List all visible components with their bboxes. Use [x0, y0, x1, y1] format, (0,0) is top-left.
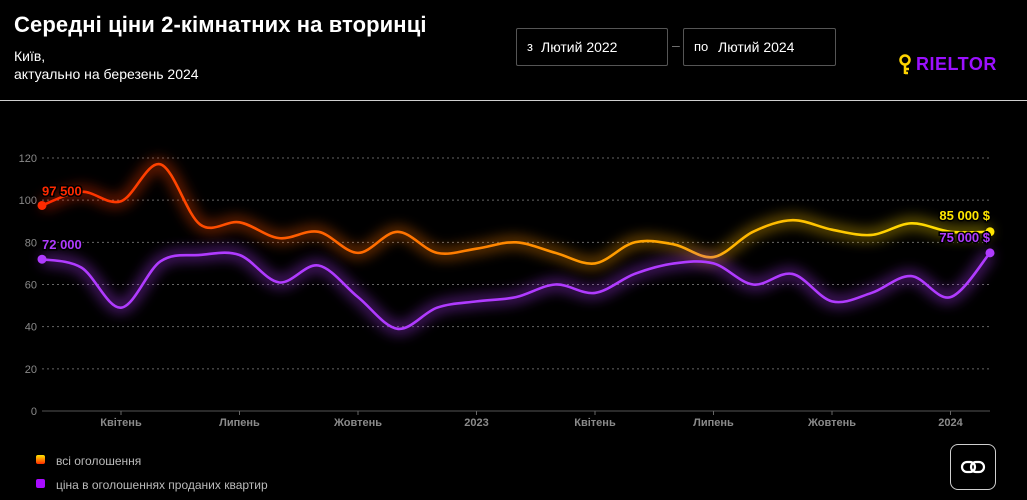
series-end-point	[985, 248, 995, 258]
series-start-label: 72 000	[42, 237, 82, 252]
x-tick-label: Жовтень	[807, 417, 856, 429]
date-to-select[interactable]: по Лютий 2024	[683, 28, 836, 66]
legend-swatch-all	[36, 455, 45, 464]
x-tick-label: Квітень	[574, 417, 616, 429]
date-from-value: Лютий 2022	[541, 39, 618, 55]
series-glow-1	[41, 248, 994, 334]
legend-label-all: всі оголошення	[56, 454, 142, 468]
x-tick-label: Липень	[693, 417, 734, 429]
series-end-label: 75 000 $	[939, 230, 990, 245]
series-start-point	[37, 200, 47, 210]
series-end-point	[985, 227, 995, 237]
y-tick-label: 20	[25, 364, 37, 376]
date-from-prefix: з	[527, 39, 533, 54]
y-tick-label: 60	[25, 280, 37, 292]
legend-swatch-sold	[36, 479, 45, 488]
series-start-point	[37, 254, 47, 264]
legend-label-sold: ціна в оголошеннях проданих квартир	[56, 478, 268, 492]
series-layer	[37, 159, 995, 334]
series-line-all	[41, 163, 991, 265]
y-tick-label: 80	[25, 237, 37, 249]
x-tick-label: Липень	[219, 417, 260, 429]
date-to-value: Лютий 2024	[718, 39, 795, 55]
share-link-button[interactable]	[950, 444, 996, 490]
link-icon	[960, 460, 986, 474]
axis-layer: 0 20 40 60 80 100 120 Квітень Липень Жовтень 2023 К…	[19, 153, 990, 429]
y-tick-label: 0	[31, 406, 37, 418]
date-from-select[interactable]: з Лютий 2022	[516, 28, 668, 66]
header-divider	[0, 100, 1027, 101]
x-tick-label: Квітень	[100, 417, 142, 429]
subtitle-city: Київ,	[14, 48, 46, 64]
chart-title: Середні ціни 2-кімнатних на вторинці	[14, 12, 427, 37]
date-to-prefix: по	[694, 39, 709, 54]
series-glow-0	[40, 159, 991, 269]
logo-text: RIELTOR	[916, 54, 997, 74]
label-layer: 97 500 85 000 $ 72 000 75 000 $	[41, 182, 993, 254]
subtitle-date: актуально на березень 2024	[14, 66, 199, 82]
series-start-label: 97 500	[42, 183, 82, 198]
y-tick-label: 40	[25, 322, 37, 334]
y-tick-label: 120	[19, 153, 37, 165]
x-tick-label: 2023	[464, 417, 488, 429]
y-tick-label: 100	[19, 195, 37, 207]
series-end-label: 85 000 $	[939, 208, 990, 223]
chart-subtitle: Київ, актуально на березень 2024	[14, 47, 199, 83]
grid-layer	[42, 157, 990, 370]
x-tick-label: 2024	[938, 417, 963, 429]
line-chart: 0 20 40 60 80 100 120 Квітень Липень Жовтень 2023 К…	[19, 153, 995, 429]
x-tick-label: Жовтень	[333, 417, 382, 429]
date-range-dash: –	[672, 37, 680, 53]
key-icon	[899, 54, 911, 75]
series-line-sold	[41, 251, 992, 331]
